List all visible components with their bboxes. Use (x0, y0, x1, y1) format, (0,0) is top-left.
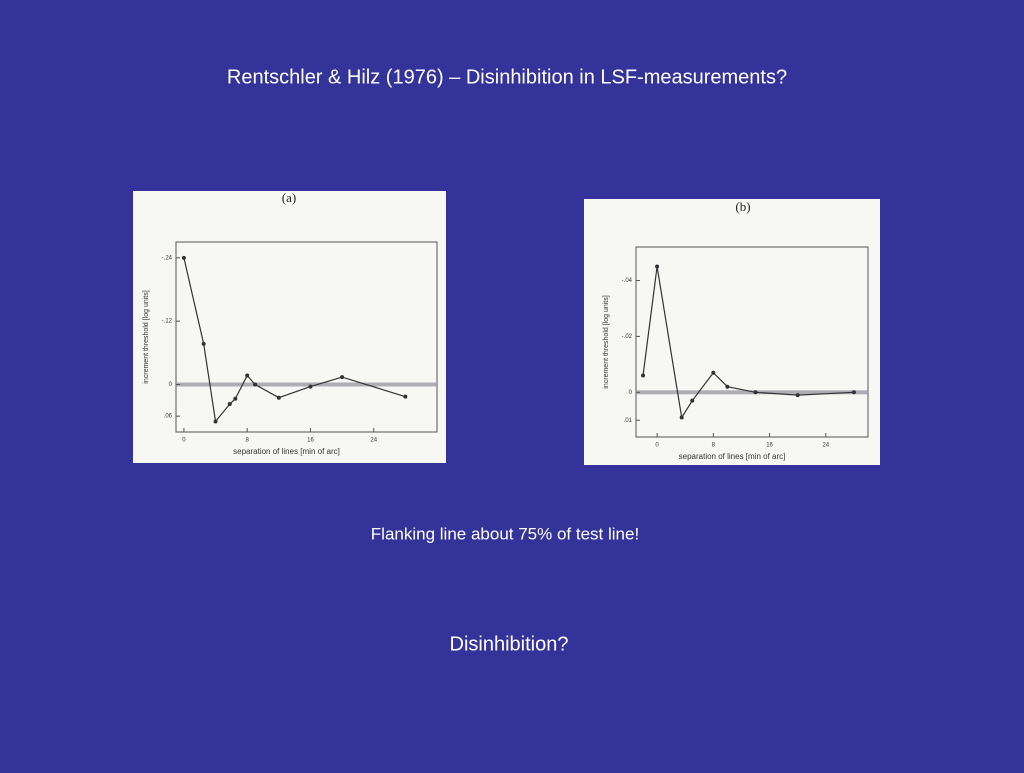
x-tick-label: 8 (246, 438, 250, 444)
reference-band (176, 382, 437, 387)
y-tick-label: 0 (169, 382, 173, 388)
data-point (340, 375, 345, 380)
plot-frame (175, 241, 438, 433)
y-tick-label: .06 (164, 414, 173, 420)
question: Disinhibition? (450, 633, 569, 655)
y-tick-label: .01 (624, 418, 633, 424)
data-point (679, 415, 684, 420)
data-point (213, 419, 218, 424)
data-point (641, 373, 646, 378)
data-point (201, 341, 206, 346)
data-point (403, 394, 408, 399)
x-tick-label: 8 (712, 443, 716, 449)
data-point (308, 384, 313, 389)
x-tick-label: 0 (655, 443, 659, 449)
figure-b (584, 199, 880, 465)
y-tick-label: -.12 (162, 319, 173, 325)
data-point (181, 255, 186, 260)
data-point (245, 373, 250, 378)
figure-a (133, 191, 446, 463)
y-tick-label: -.02 (622, 334, 633, 340)
data-point (851, 390, 856, 395)
y-tick-label: 0 (629, 390, 633, 396)
data-point (795, 393, 800, 398)
data-point (227, 402, 232, 407)
slide-title: Rentschler & Hilz (1976) – Disinhibition… (227, 66, 787, 88)
reference-band (636, 390, 868, 395)
data-point (253, 382, 258, 387)
panel-label: (a) (282, 190, 296, 205)
data-point (233, 396, 238, 401)
x-tick-label: 16 (307, 438, 314, 444)
x-tick-label: 16 (766, 443, 773, 449)
caption: Flanking line about 75% of test line! (371, 524, 639, 543)
x-axis-label: separation of lines [min of arc] (233, 447, 340, 456)
data-point (655, 264, 660, 269)
data-point (276, 395, 281, 400)
data-point (690, 398, 695, 403)
data-point (725, 384, 730, 389)
x-axis-label: separation of lines [min of arc] (679, 452, 786, 461)
panel-label: (b) (735, 199, 750, 214)
y-tick-label: -.04 (622, 278, 633, 284)
data-point (711, 370, 716, 375)
plot-frame (635, 246, 869, 438)
x-tick-label: 24 (370, 438, 377, 444)
y-axis-label: increment threshold [log units] (143, 290, 150, 383)
data-point (753, 390, 758, 395)
x-tick-label: 24 (822, 443, 829, 449)
x-tick-label: 0 (182, 438, 186, 444)
y-axis-label: increment threshold [log units] (603, 295, 610, 388)
y-tick-label: -.24 (162, 255, 173, 261)
